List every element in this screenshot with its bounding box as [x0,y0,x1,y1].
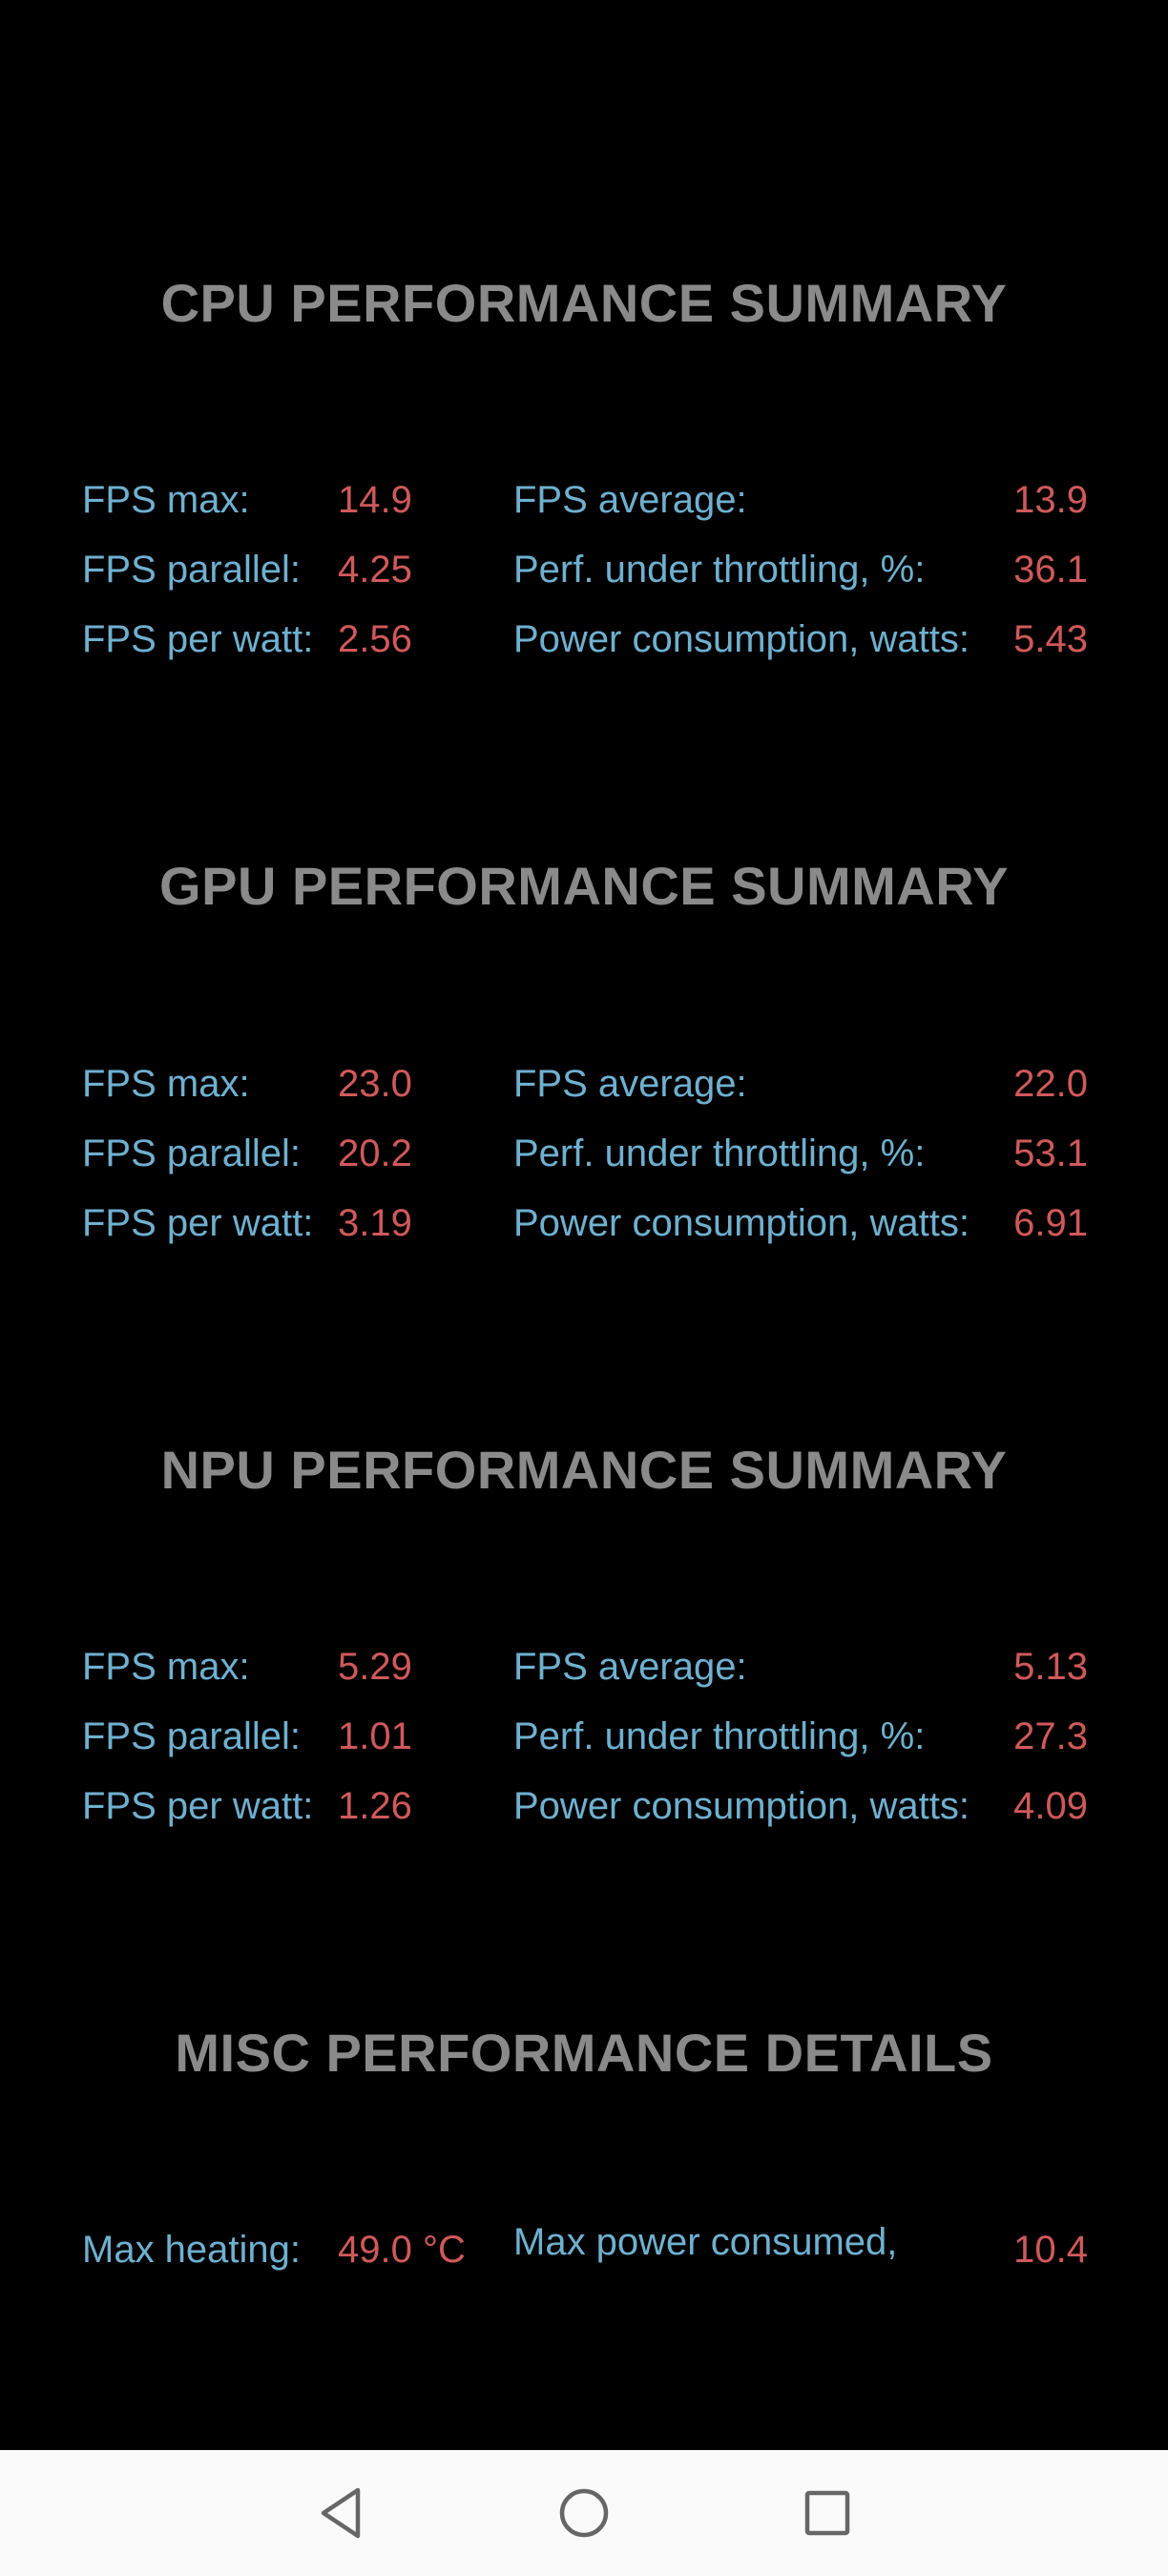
gpu-fps-parallel-value: 20.2 [338,1132,412,1174]
recents-square-icon [804,2490,850,2536]
recents-button[interactable] [789,2475,866,2551]
cpu-fps-per-watt-value: 2.56 [338,618,412,660]
misc-section-title: MISC PERFORMANCE DETAILS [175,2023,993,2083]
gpu-fps-per-watt-value: 3.19 [338,1202,412,1244]
npu-fps-average-value: 5.13 [1013,1646,1088,1688]
npu-perf-throttling-label: Perf. under throttling, %: [513,1715,926,1757]
cpu-section-title: CPU PERFORMANCE SUMMARY [160,273,1008,333]
back-triangle-icon [321,2487,361,2539]
cpu-fps-max-value: 14.9 [338,479,412,521]
gpu-fps-parallel-label: FPS parallel: [82,1132,301,1174]
npu-fps-max-label: FPS max: [82,1646,250,1688]
gpu-perf-throttling-value: 53.1 [1013,1132,1088,1174]
max-heating-value: 49.0 °C [338,2229,466,2271]
gpu-perf-throttling-label: Perf. under throttling, %: [513,1132,926,1174]
gpu-fps-max-label: FPS max: [82,1063,250,1105]
max-power-consumed-label: Max power consumed, watts: [513,2221,898,2275]
max-heating-label: Max heating: [82,2229,302,2271]
gpu-power-consumption-label: Power consumption, watts: [513,1202,970,1244]
cpu-perf-throttling-label: Perf. under throttling, %: [513,549,926,591]
npu-perf-throttling-value: 27.3 [1013,1715,1088,1757]
cpu-fps-max-label: FPS max: [82,479,250,521]
npu-power-consumption-value: 4.09 [1013,1785,1088,1827]
max-power-consumed-value: 10.4 [1013,2229,1088,2271]
gpu-fps-max-value: 23.0 [338,1063,412,1105]
cpu-power-consumption-value: 5.43 [1013,618,1088,660]
gpu-power-consumption-value: 6.91 [1013,1202,1088,1244]
cpu-power-consumption-label: Power consumption, watts: [513,618,970,660]
npu-fps-average-label: FPS average: [513,1646,747,1688]
npu-section-title: NPU PERFORMANCE SUMMARY [160,1440,1008,1500]
home-circle-icon [559,2488,609,2538]
cpu-fps-parallel-label: FPS parallel: [82,549,301,591]
home-button[interactable] [546,2475,622,2551]
gpu-fps-average-label: FPS average: [513,1063,747,1105]
npu-fps-max-value: 5.29 [338,1646,412,1688]
gpu-fps-per-watt-label: FPS per watt: [82,1202,314,1244]
cpu-fps-average-value: 13.9 [1013,479,1088,521]
npu-fps-per-watt-value: 1.26 [338,1785,412,1827]
npu-power-consumption-label: Power consumption, watts: [513,1785,970,1827]
npu-fps-parallel-label: FPS parallel: [82,1715,301,1757]
npu-fps-per-watt-label: FPS per watt: [82,1785,314,1827]
cpu-fps-parallel-value: 4.25 [338,549,412,591]
cpu-fps-per-watt-label: FPS per watt: [82,618,314,660]
back-button[interactable] [303,2475,380,2551]
results-screen: CPU PERFORMANCE SUMMARY FPS max: 14.9 FP… [82,273,1088,2275]
gpu-fps-average-value: 22.0 [1013,1063,1088,1105]
gpu-section-title: GPU PERFORMANCE SUMMARY [159,856,1009,916]
cpu-fps-average-label: FPS average: [513,479,747,521]
cpu-perf-throttling-value: 36.1 [1013,549,1088,591]
system-navigation-bar [0,2450,1168,2576]
npu-fps-parallel-value: 1.01 [338,1715,412,1757]
